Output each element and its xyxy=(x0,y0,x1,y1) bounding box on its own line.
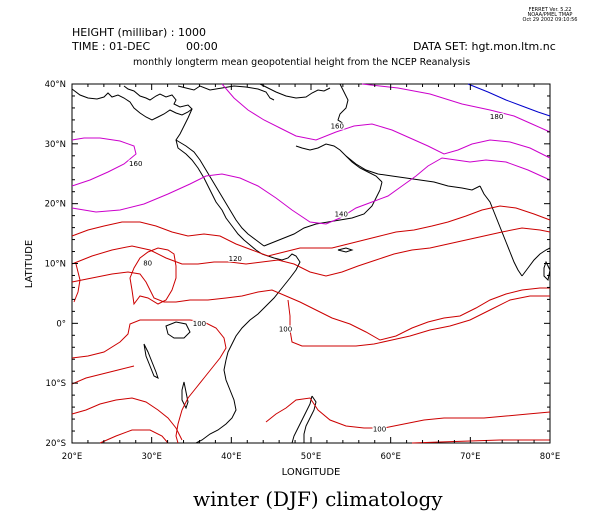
x-axis-ticks: 20°E 30°E 40°E 50°E 60°E 70°E 80°E xyxy=(62,84,560,462)
contour-130-red xyxy=(71,227,551,277)
contour-180-blue xyxy=(467,83,551,117)
figure-caption: winter (DJF) climatology xyxy=(193,487,443,511)
contour-170-magenta xyxy=(361,83,551,133)
x-tick-label: 60°E xyxy=(380,452,400,462)
contour-80-red-loop xyxy=(129,247,177,306)
contour-label: 180 xyxy=(490,113,503,121)
contour-160-magenta-west xyxy=(71,137,137,187)
y-tick-label: 10°S xyxy=(46,379,66,389)
contour-100-red-bottom xyxy=(99,429,169,444)
contour-labels: 160 160 180 140 120 80 100 100 100 xyxy=(128,113,504,433)
x-tick-label: 20°E xyxy=(62,452,82,462)
coastline-socotra xyxy=(337,247,354,253)
x-tick-label: 50°E xyxy=(301,452,321,462)
y-tick-label: 20°N xyxy=(45,200,66,210)
ferret-stamp: FERRET Ver. 5.22 NOAA/PMEL TMAP Oct 29 2… xyxy=(520,8,580,23)
coastline-sinai-red-sea-east xyxy=(175,139,265,247)
plot-title: monthly longterm mean geopotential heigh… xyxy=(133,57,471,68)
contour-140-red xyxy=(71,205,551,257)
y-tick-label: 30°N xyxy=(45,140,66,150)
coastline-levant-red-sea-west xyxy=(175,108,263,255)
coastline-east-africa xyxy=(195,359,237,444)
stamp-line-2: NOAA/PMEL TMAP xyxy=(527,12,573,18)
contour-label-bg xyxy=(192,320,207,328)
dataset-label: DATA SET: hgt.mon.ltm.nc xyxy=(413,40,556,53)
contour-label-bg xyxy=(128,159,143,167)
contour-label: 100 xyxy=(193,320,206,328)
x-tick-label: 70°E xyxy=(460,452,480,462)
coastline-lake-tanganyika xyxy=(143,343,159,379)
contour-label: 80 xyxy=(143,260,152,268)
x-tick-label: 80°E xyxy=(540,452,560,462)
contour-label-bg xyxy=(334,210,349,218)
contour-120-red xyxy=(71,271,550,341)
x-tick-label: 30°E xyxy=(141,452,161,462)
contour-label-bg xyxy=(330,122,345,130)
coastline-arabia-south xyxy=(263,181,383,247)
y-tick-label: 10°N xyxy=(45,260,66,270)
coastline-madagascar xyxy=(291,395,317,444)
stamp-line-3: Oct 29 2002 09:10:56 xyxy=(522,17,578,23)
coastline-india-west xyxy=(479,185,523,277)
contour-label: 160 xyxy=(331,123,344,131)
contour-100-red-east xyxy=(287,295,550,347)
coastline-lake-malawi xyxy=(181,381,189,410)
coastline-india-east xyxy=(521,247,551,277)
coastline-sri-lanka xyxy=(543,260,551,282)
contour-150-magenta xyxy=(71,157,551,225)
coastline-black-sea xyxy=(259,83,331,99)
height-label: HEIGHT (millibar) : 1000 xyxy=(72,26,206,39)
contour-100-red-central xyxy=(71,319,227,444)
contours xyxy=(71,83,551,444)
y-tick-label: 0° xyxy=(56,319,66,329)
contour-label-bg xyxy=(278,325,293,333)
coastline-caspian xyxy=(337,83,349,125)
contour-100-red-bottom-east xyxy=(411,439,550,444)
contour-label: 160 xyxy=(129,160,142,168)
coastline-aegean-anatolia xyxy=(177,85,275,101)
contour-label: 120 xyxy=(229,255,242,263)
coastline-lake-victoria xyxy=(165,321,191,339)
y-tick-label: 40°N xyxy=(45,80,66,90)
time-value: 00:00 xyxy=(186,40,218,53)
contour-label-bg xyxy=(489,113,504,121)
contour-label: 100 xyxy=(279,326,292,334)
contour-label-bg xyxy=(228,254,243,262)
contour-label-bg xyxy=(372,425,387,433)
contour-160-magenta-north xyxy=(221,83,551,159)
y-axis-label: LATITUDE xyxy=(24,240,35,288)
y-tick-label: 20°S xyxy=(46,439,66,449)
stamp-line-1: FERRET Ver. 5.22 xyxy=(528,7,572,13)
coastlines xyxy=(71,83,551,444)
contour-110-red-south xyxy=(71,365,135,385)
coastline-persian-gulf xyxy=(295,143,383,183)
contour-label-bg xyxy=(140,259,155,267)
x-axis-label: LONGITUDE xyxy=(282,467,341,478)
coastline-iran-pakistan xyxy=(345,155,481,191)
coastline-mediterranean xyxy=(71,85,193,121)
y-axis-ticks: 40°N 30°N 20°N 10°N 0° 10°S 20°S xyxy=(45,80,550,449)
coastline-somalia xyxy=(225,253,301,361)
contour-90-red-west xyxy=(73,263,81,303)
x-tick-label: 40°E xyxy=(221,452,241,462)
contour-100-red-madagascar xyxy=(265,397,551,429)
contour-label: 100 xyxy=(373,425,386,433)
contour-label: 140 xyxy=(335,211,348,219)
contour-100-red-south-west xyxy=(71,397,183,441)
time-label: TIME : 01-DEC xyxy=(72,40,151,53)
